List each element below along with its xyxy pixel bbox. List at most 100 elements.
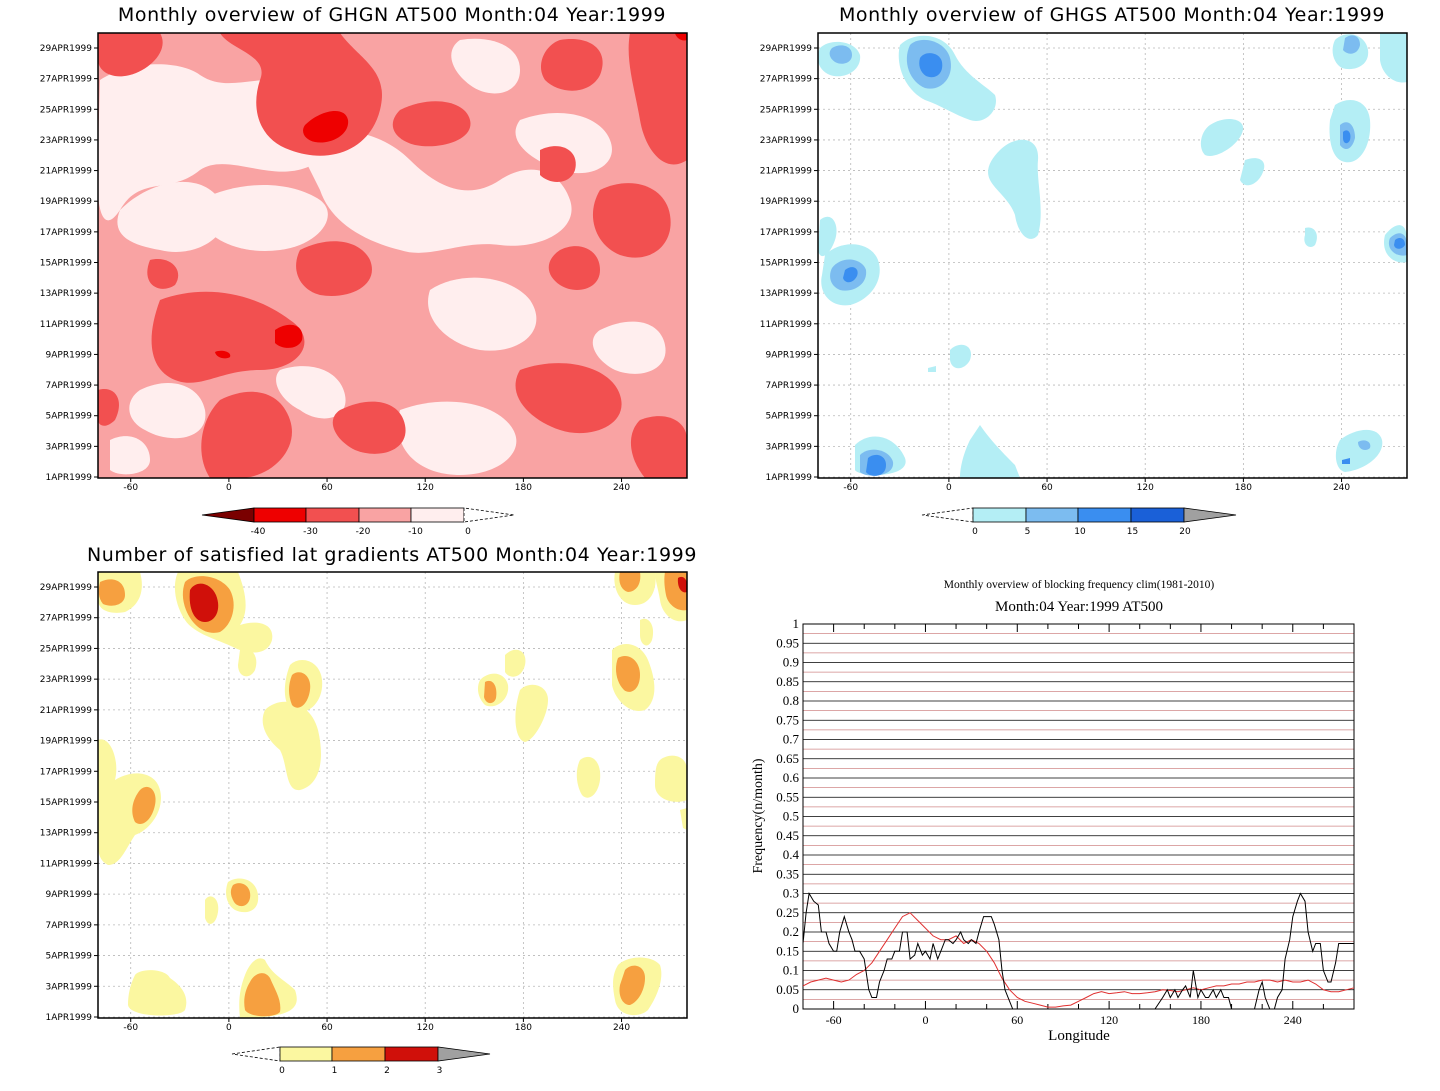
x-tick-label: 60 [1041, 483, 1053, 493]
y-tick-label: 15APR1999 [40, 798, 92, 808]
y-tick-label: 9APR1999 [766, 350, 813, 360]
colorbar-label: 3 [437, 1066, 443, 1076]
ghgs-title: Monthly overview of GHGS AT500 Month:04 … [839, 4, 1385, 26]
y-tick-label: 5APR1999 [766, 412, 813, 422]
colorbar-label: 5 [1025, 527, 1031, 537]
colorbar-label: 0 [279, 1066, 285, 1076]
y-tick-label: 21APR1999 [40, 706, 92, 716]
x-tick-label: 120 [417, 483, 434, 493]
y-tick-label: 15APR1999 [40, 259, 92, 269]
freq-y-tick-label: 0.55 [776, 789, 799, 804]
freq-y-tick-label: 0.75 [776, 712, 799, 727]
y-tick-label: 29APR1999 [40, 583, 92, 593]
ghgs-panel: Monthly overview of GHGS AT500 Month:04 … [760, 4, 1408, 493]
freq-x-tick-label: 240 [1284, 1013, 1302, 1027]
freq-axis-ticks: 0 0.05 0.1 0.15 0.2 0.25 0.3 0.35 0.4 0.45 0.5 0.55… [776, 616, 1355, 1027]
ghgn-y-ticks: 29APR1999 27APR1999 25APR1999 23APR1999 21AP… [40, 44, 98, 483]
freq-panel: Monthly overview of blocking frequency c… [751, 579, 1355, 1044]
freq-y-tick-label: 0.8 [783, 693, 799, 708]
y-tick-label: 7APR1999 [46, 921, 93, 931]
y-tick-label: 9APR1999 [46, 350, 93, 360]
y-tick-label: 17APR1999 [40, 767, 92, 777]
climatology-series-line [802, 912, 1355, 1008]
y-tick-label: 29APR1999 [760, 44, 812, 54]
ghgs-y-ticks: 29APR1999 27APR1999 25APR1999 23APR1999 21AP… [760, 44, 818, 483]
x-tick-label: -60 [123, 483, 138, 493]
y-tick-label: 21APR1999 [760, 167, 812, 177]
ghgs-field [818, 33, 1407, 478]
colorbar-label: -20 [356, 527, 371, 537]
colorbar-label: 0 [972, 527, 978, 537]
freq-x-label: Longitude [1048, 1028, 1110, 1044]
ghgs-colorbar: 0 5 10 15 20 [921, 507, 1237, 537]
y-tick-label: 11APR1999 [40, 320, 92, 330]
y-tick-label: 7APR1999 [766, 381, 813, 391]
colorbar-label: 20 [1179, 527, 1191, 537]
x-tick-label: 180 [1235, 483, 1252, 493]
x-tick-label: 0 [226, 1023, 232, 1033]
freq-subtitle: Month:04 Year:1999 AT500 [995, 599, 1163, 615]
x-tick-label: 0 [946, 483, 952, 493]
grad-field [98, 572, 687, 1018]
colorbar-label: 2 [384, 1066, 390, 1076]
y-tick-label: 25APR1999 [40, 105, 92, 115]
y-tick-label: 5APR1999 [46, 952, 93, 962]
x-tick-label: 240 [613, 483, 630, 493]
year-series-line [802, 892, 1354, 1010]
ghgn-colorbar: -40 -30 -20 -10 0 [201, 507, 515, 537]
grad-y-ticks: 29APR1999 27APR1999 25APR1999 23APR1999 21AP… [40, 583, 98, 1023]
y-tick-label: 13APR1999 [760, 289, 812, 299]
y-tick-label: 15APR1999 [760, 259, 812, 269]
x-tick-label: 180 [515, 483, 532, 493]
x-tick-label: 60 [321, 1023, 333, 1033]
ghgs-x-ticks: -60 0 60 120 180 240 [843, 478, 1350, 493]
y-tick-label: 13APR1999 [40, 829, 92, 839]
y-tick-label: 7APR1999 [46, 381, 93, 391]
y-tick-label: 3APR1999 [46, 442, 93, 452]
freq-y-tick-label: 0.85 [776, 674, 799, 689]
y-tick-label: 23APR1999 [40, 675, 92, 685]
freq-y-tick-label: 0.45 [776, 828, 799, 843]
y-tick-label: 21APR1999 [40, 167, 92, 177]
y-tick-label: 1APR1999 [766, 473, 813, 483]
colorbar-label: 0 [465, 527, 471, 537]
grad-panel: Number of satisfied lat gradients AT500 … [40, 544, 697, 1033]
x-tick-label: -60 [843, 483, 858, 493]
colorbar-label: -30 [303, 527, 318, 537]
freq-y-tick-label: 0.25 [776, 905, 799, 920]
y-tick-label: 1APR1999 [46, 1013, 93, 1023]
freq-y-label: Frequency(n/month) [751, 758, 766, 873]
freq-y-tick-label: 0.1 [783, 963, 799, 978]
y-tick-label: 9APR1999 [46, 890, 93, 900]
y-tick-label: 23APR1999 [40, 136, 92, 146]
freq-y-tick-label: 0.4 [783, 847, 800, 862]
freq-y-tick-label: 0.9 [783, 655, 799, 670]
freq-y-tick-label: 1 [793, 616, 800, 631]
y-tick-label: 1APR1999 [46, 473, 93, 483]
freq-y-tick-label: 0 [793, 1001, 800, 1016]
grad-colorbar: 0 1 2 3 [231, 1046, 491, 1076]
freq-title: Monthly overview of blocking frequency c… [944, 579, 1215, 591]
y-tick-label: 11APR1999 [760, 320, 812, 330]
colorbar-label: -40 [251, 527, 266, 537]
x-tick-label: 120 [1137, 483, 1154, 493]
freq-y-tick-label: 0.5 [783, 809, 799, 824]
grad-title: Number of satisfied lat gradients AT500 … [87, 544, 697, 566]
y-tick-label: 5APR1999 [46, 412, 93, 422]
freq-y-tick-label: 0.05 [776, 982, 799, 997]
y-tick-label: 17APR1999 [760, 228, 812, 238]
freq-y-tick-label: 0.6 [783, 770, 800, 785]
y-tick-label: 27APR1999 [40, 614, 92, 624]
ghgn-field [98, 33, 687, 478]
y-tick-label: 3APR1999 [46, 982, 93, 992]
freq-y-tick-label: 0.7 [783, 732, 800, 747]
x-tick-label: 0 [226, 483, 232, 493]
ghgn-x-ticks: -60 0 60 120 180 240 [123, 478, 630, 493]
freq-y-tick-label: 0.3 [783, 886, 799, 901]
y-tick-label: 11APR1999 [40, 859, 92, 869]
ghgn-panel: Monthly overview of GHGN AT500 Month:04 … [40, 4, 688, 493]
x-tick-label: 180 [515, 1023, 532, 1033]
freq-y-tick-label: 0.95 [776, 635, 799, 650]
y-tick-label: 27APR1999 [40, 75, 92, 85]
